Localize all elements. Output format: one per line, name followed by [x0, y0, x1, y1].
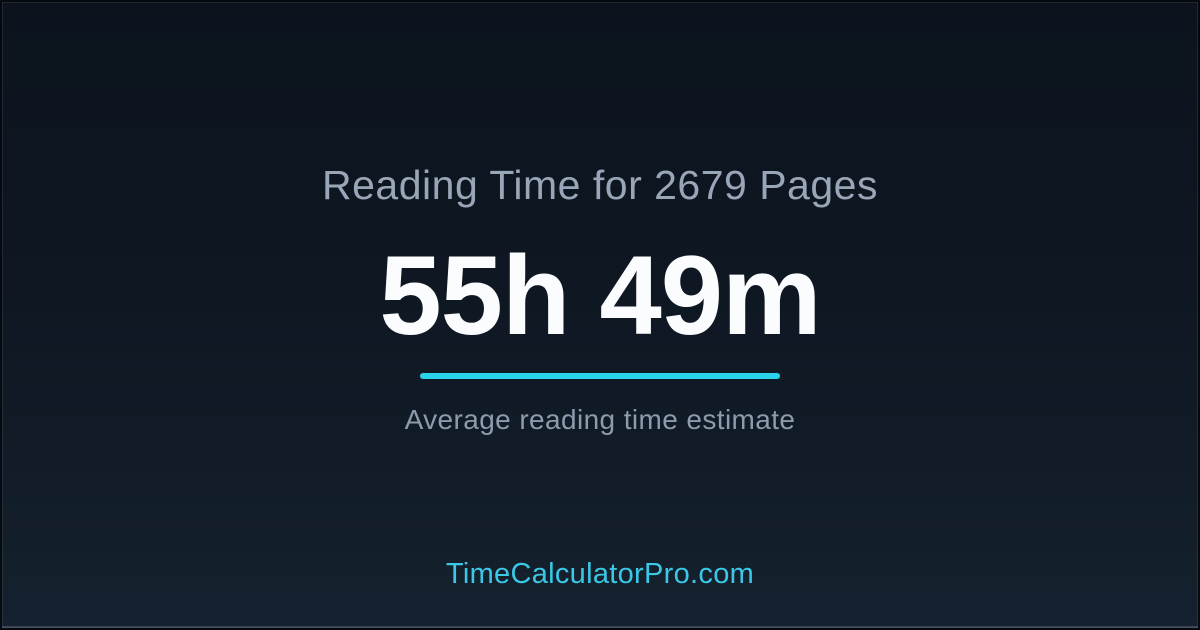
footer-site-link[interactable]: TimeCalculatorPro.com [445, 558, 755, 590]
page-title: Reading Time for 2679 Pages [322, 162, 878, 208]
reading-time-value: 55h 49m [379, 233, 821, 358]
subtitle: Average reading time estimate [404, 404, 796, 435]
accent-divider [420, 373, 780, 379]
